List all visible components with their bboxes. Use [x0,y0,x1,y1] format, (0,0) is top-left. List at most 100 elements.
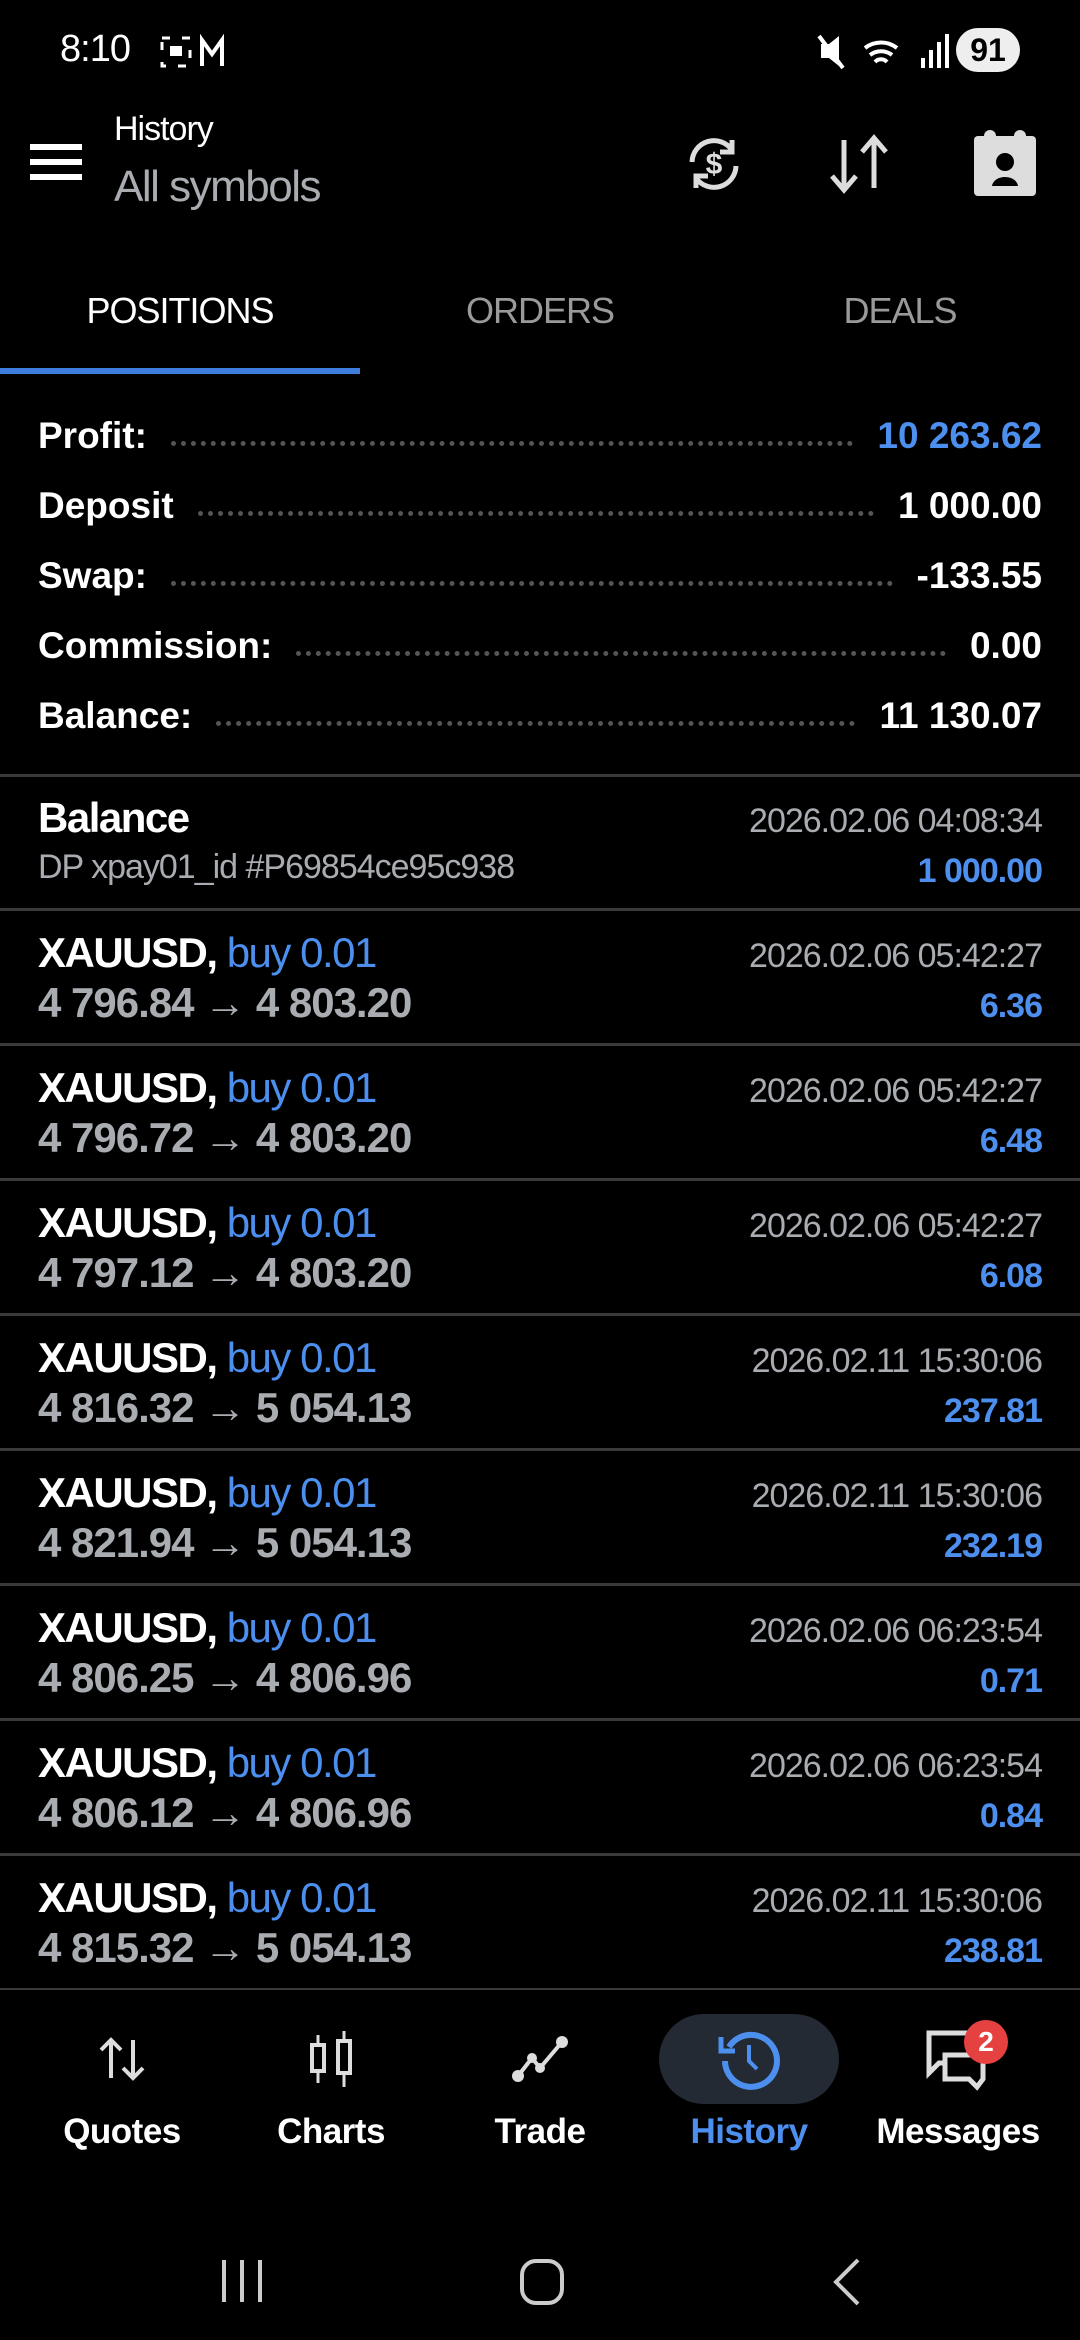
row-symbol: XAUUSD, buy 0.01 [38,929,378,976]
row-date: 2026.02.06 05:42:27 [749,937,1043,975]
position-row[interactable]: XAUUSD, buy 0.01 4 796.72 → 4 803.20 202… [0,1046,1080,1181]
row-side: buy 0.01 [226,1469,378,1516]
screenshot-icon [160,33,224,68]
row-symbol: XAUUSD, buy 0.01 [38,1739,377,1786]
tab-positions[interactable]: POSITIONS [86,290,274,331]
nav-history[interactable]: History [641,1990,857,2190]
row-profit: 238.81 [944,1932,1043,1970]
summary-value: 11 130.07 [879,695,1042,736]
currency-exchange-icon[interactable]: $ [682,132,746,196]
row-date: 2026.02.11 15:30:06 [751,1477,1043,1515]
active-tab-indicator [0,368,360,374]
status-bar: 8:10 91 [0,22,1080,82]
summary-deposit: Deposit 1 000.00 [38,476,1042,536]
positions-list[interactable]: Balance DP xpay01_id #P69854ce95c938 202… [0,776,1080,1990]
nav-messages[interactable]: 2 Messages [850,1990,1066,2190]
divider [0,774,1080,777]
row-date: 2026.02.06 06:23:54 [749,1747,1043,1785]
nav-label: Messages [876,2112,1040,2151]
nav-quotes[interactable]: Quotes [14,1990,230,2190]
system-nav [0,2240,1080,2320]
row-symbol: XAUUSD, buy 0.01 [38,1334,378,1381]
summary-value: 1 000.00 [897,485,1042,526]
row-amount: 1 000.00 [917,852,1043,890]
menu-icon[interactable] [30,142,84,182]
row-side: buy 0.01 [226,929,378,976]
row-profit: 237.81 [944,1392,1043,1430]
position-row[interactable]: XAUUSD, buy 0.01 4 821.94 → 5 054.13 202… [0,1451,1080,1586]
tab-deals[interactable]: DEALS [843,290,957,331]
row-prices: 4 821.94 → 5 054.13 [38,1519,412,1566]
connectivity-icons [817,34,949,70]
row-side: buy 0.01 [226,1199,378,1246]
row-symbol: XAUUSD, buy 0.01 [38,1064,378,1111]
row-prices: 4 797.12 → 4 803.20 [38,1249,412,1296]
row-profit: 6.36 [979,987,1043,1025]
candlestick-icon [310,2031,352,2087]
back-icon[interactable] [828,2258,868,2308]
symbol-filter[interactable]: All symbols [114,162,322,211]
summary-value: 0.00 [969,625,1042,666]
unread-badge: 2 [964,2020,1008,2064]
position-row[interactable]: XAUUSD, buy 0.01 4 806.25 → 4 806.96 202… [0,1586,1080,1721]
row-profit: 0.84 [979,1797,1043,1835]
row-date: 2026.02.06 05:42:27 [749,1072,1043,1110]
summary-label: Deposit [38,485,174,526]
row-date: 2026.02.06 06:23:54 [749,1612,1043,1650]
summary-label: Balance: [38,695,193,736]
contact-card-icon[interactable] [970,128,1040,198]
summary-value: -133.55 [916,555,1043,596]
recent-apps-icon[interactable] [218,2258,268,2304]
row-side: buy 0.01 [226,1064,378,1111]
sort-icon[interactable] [826,132,896,196]
row-profit: 0.71 [979,1662,1043,1700]
position-row[interactable]: XAUUSD, buy 0.01 4 815.32 → 5 054.13 202… [0,1856,1080,1990]
row-prices: 4 796.84 → 4 803.20 [38,979,412,1026]
row-prices: 4 806.25 → 4 806.96 [38,1654,412,1701]
position-row[interactable]: XAUUSD, buy 0.01 4 806.12 → 4 806.96 202… [0,1721,1080,1856]
nav-label: Trade [494,2112,586,2151]
row-side: buy 0.01 [226,1604,378,1651]
nav-label: History [690,2112,808,2151]
row-prices: 4 796.72 → 4 803.20 [38,1114,412,1161]
summary-balance: Balance: 11 130.07 [38,686,1042,746]
row-side: buy 0.01 [226,1334,378,1381]
home-icon[interactable] [518,2258,568,2308]
row-symbol: XAUUSD, buy 0.01 [38,1604,378,1651]
row-profit: 6.48 [979,1122,1043,1160]
row-prices: 4 806.12 → 4 806.96 [38,1789,412,1836]
row-symbol: XAUUSD, buy 0.01 [38,1874,377,1921]
row-profit: 6.08 [979,1257,1043,1295]
row-date: 2026.02.06 05:42:27 [749,1207,1043,1245]
summary-commission: Commission: 0.00 [38,616,1042,676]
row-title: Balance [38,794,190,841]
history-icon [718,2031,780,2090]
position-row[interactable]: XAUUSD, buy 0.01 4 797.12 → 4 803.20 202… [0,1181,1080,1316]
battery-indicator: 91 [956,28,1020,72]
row-prices: 4 816.32 → 5 054.13 [38,1384,412,1431]
summary-label: Profit: [38,415,147,456]
row-date: 2026.02.11 15:30:06 [751,1342,1043,1380]
bottom-nav: Quotes Charts Trade History 2 Messages [0,1990,1080,2190]
row-comment: DP xpay01_id #P69854ce95c938 [38,848,515,886]
quotes-icon [99,2037,145,2081]
row-symbol: XAUUSD, buy 0.01 [38,1199,378,1246]
trade-line-icon [512,2036,568,2082]
row-date: 2026.02.06 04:08:34 [749,802,1043,840]
nav-label: Charts [277,2112,385,2151]
summary-label: Commission: [38,625,273,666]
tab-orders[interactable]: ORDERS [465,290,615,331]
summary-swap: Swap: -133.55 [38,546,1042,606]
row-prices: 4 815.32 → 5 054.13 [38,1924,412,1971]
balance-row[interactable]: Balance DP xpay01_id #P69854ce95c938 202… [0,776,1080,911]
nav-trade[interactable]: Trade [432,1990,648,2190]
row-symbol: XAUUSD, buy 0.01 [38,1469,378,1516]
nav-charts[interactable]: Charts [223,1990,439,2190]
svg-text:$: $ [706,148,723,181]
status-time: 8:10 [60,28,131,70]
page-title: History [114,110,214,148]
position-row[interactable]: XAUUSD, buy 0.01 4 796.84 → 4 803.20 202… [0,911,1080,1046]
summary-profit: Profit: 10 263.62 [38,406,1042,466]
position-row[interactable]: XAUUSD, buy 0.01 4 816.32 → 5 054.13 202… [0,1316,1080,1451]
summary-value: 10 263.62 [877,415,1042,456]
